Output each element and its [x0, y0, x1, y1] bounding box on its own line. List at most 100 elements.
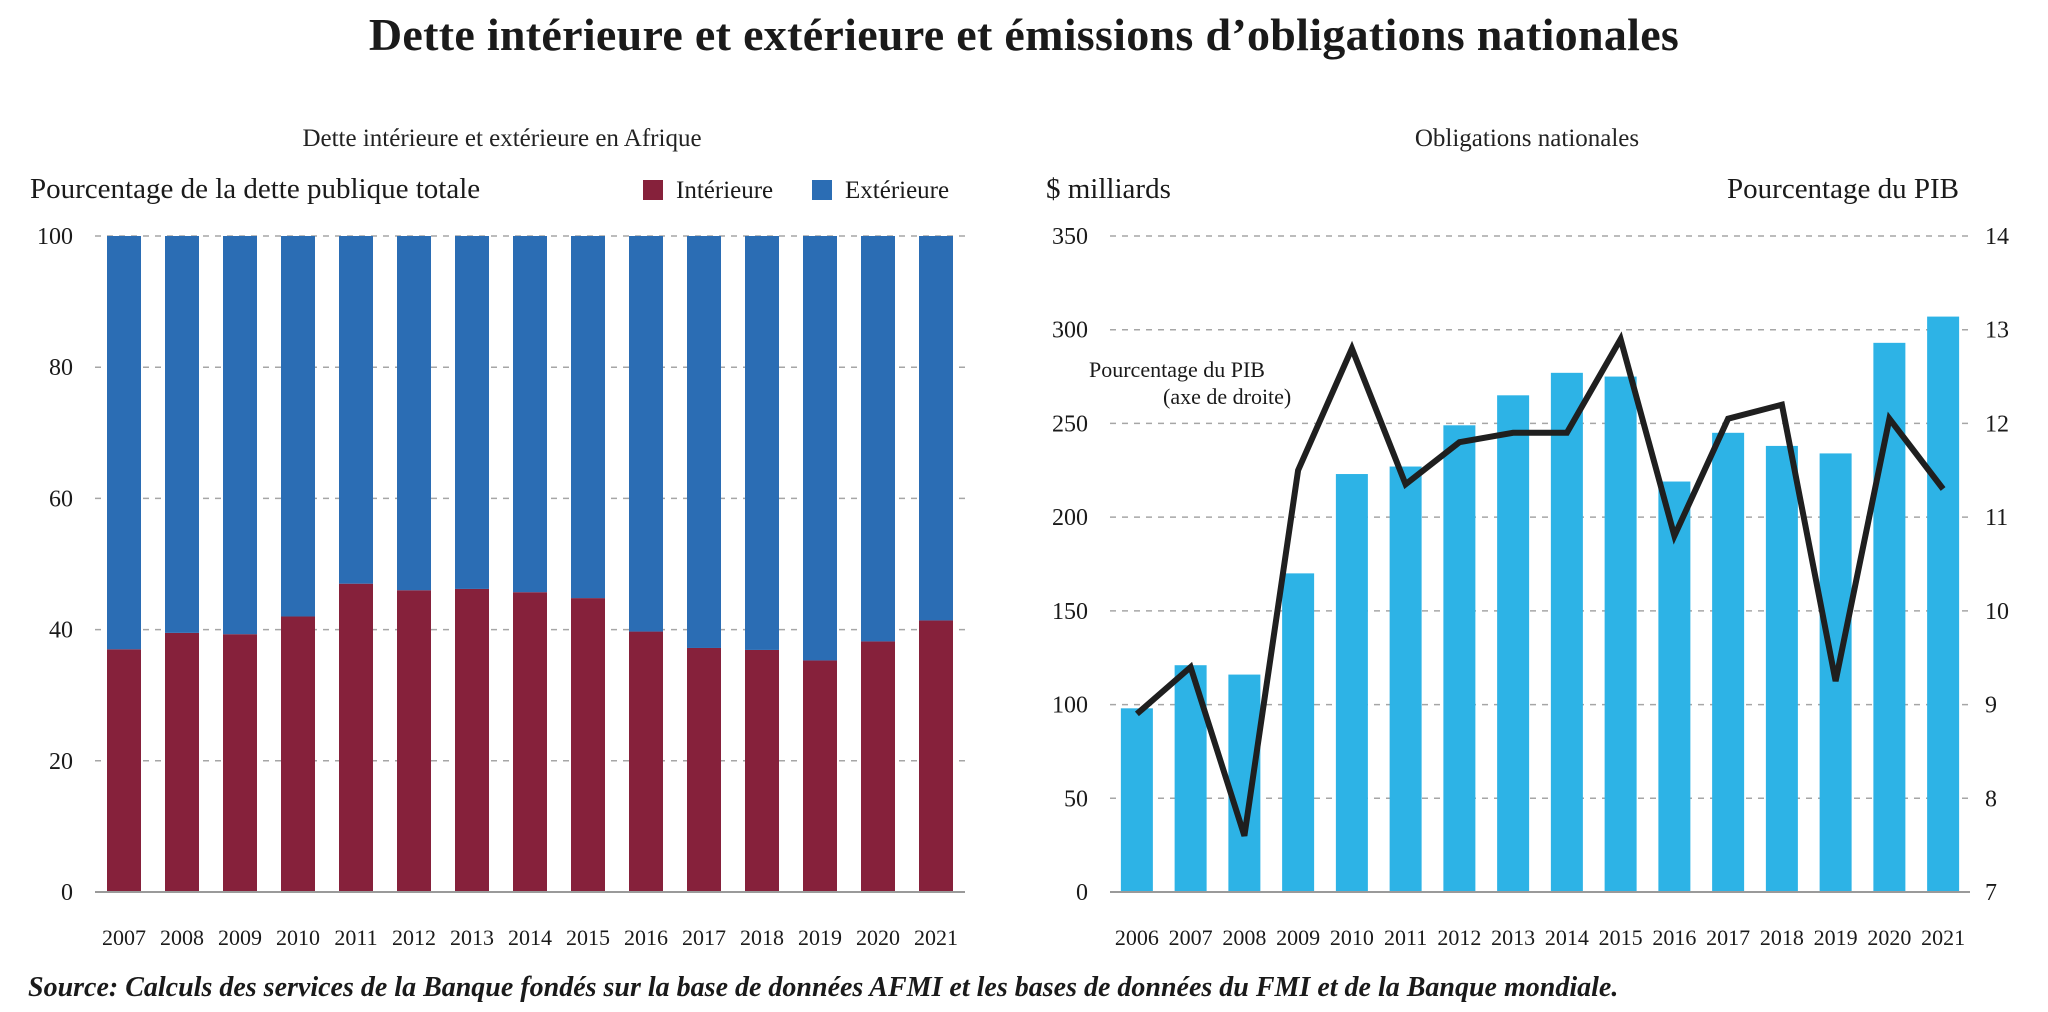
left-x-tick-label: 2014	[508, 925, 552, 950]
bar-bonds	[1765, 445, 1798, 892]
bar-external	[165, 236, 199, 633]
source-note: Source: Calculs des services de la Banqu…	[28, 972, 1619, 1003]
bar-external	[919, 236, 953, 621]
right-y2-axis-label: Pourcentage du PIB	[1727, 173, 1959, 205]
left-x-tick-label: 2012	[392, 925, 436, 950]
right-y-tick-label: 150	[1052, 599, 1088, 625]
bar-bonds	[1443, 425, 1476, 892]
right-y-tick-label: 0	[1076, 880, 1088, 906]
bar-external	[745, 236, 779, 650]
right-y-axis-label: $ milliards	[1046, 173, 1171, 205]
bar-external	[629, 236, 663, 632]
right-x-tick-label: 2021	[1921, 925, 1965, 950]
left-y-tick-label: 40	[49, 618, 73, 644]
bar-domestic	[629, 631, 663, 892]
right-x-tick-label: 2018	[1760, 925, 1804, 950]
left-y-tick-label: 100	[37, 224, 73, 250]
left-x-tick-label: 2016	[624, 925, 668, 950]
right-y-tick-label: 200	[1052, 505, 1088, 531]
legend-label-domestic: Intérieure	[676, 177, 773, 204]
line-annotation-line1: Pourcentage du PIB	[1089, 357, 1265, 382]
legend-label-external: Extérieure	[845, 177, 949, 204]
bar-external	[861, 236, 895, 642]
right-y-tick-label: 350	[1052, 224, 1088, 250]
bar-domestic	[455, 588, 489, 892]
bar-domestic	[861, 641, 895, 892]
left-x-tick-label: 2019	[798, 925, 842, 950]
right-x-tick-label: 2008	[1222, 925, 1266, 950]
right-x-tick-label: 2020	[1867, 925, 1911, 950]
left-x-tick-label: 2017	[682, 925, 726, 950]
bar-bonds	[1550, 372, 1583, 892]
legend-swatch-domestic	[643, 180, 663, 200]
left-y-tick-label: 0	[61, 880, 73, 906]
bar-bonds	[1335, 474, 1368, 892]
left-x-tick-label: 2008	[160, 925, 204, 950]
line-annotation-line2: (axe de droite)	[1163, 384, 1291, 409]
left-x-tick-label: 2007	[102, 925, 146, 950]
bar-external	[803, 236, 837, 661]
right-y2-tick-label: 9	[1985, 693, 1997, 719]
left-y-tick-label: 80	[49, 355, 73, 381]
right-y2-tick-label: 8	[1985, 786, 1997, 812]
bar-domestic	[745, 649, 779, 892]
right-x-tick-label: 2012	[1437, 925, 1481, 950]
right-x-tick-label: 2007	[1169, 925, 1213, 950]
left-chart-title: Dette intérieure et extérieure en Afriqu…	[302, 125, 701, 152]
right-y2-tick-label: 13	[1985, 318, 2009, 344]
bar-bonds	[1927, 316, 1960, 892]
left-x-tick-label: 2009	[218, 925, 262, 950]
line-gdp-percent	[1134, 331, 1946, 837]
left-x-tick-label: 2010	[276, 925, 320, 950]
bar-external	[339, 236, 373, 584]
bar-external	[455, 236, 489, 589]
right-x-tick-label: 2017	[1706, 925, 1750, 950]
bar-bonds	[1658, 481, 1691, 892]
bar-domestic	[687, 647, 721, 892]
bar-domestic	[223, 634, 257, 892]
right-y-tick-label: 100	[1052, 693, 1088, 719]
bar-bonds	[1228, 674, 1261, 892]
right-y2-tick-label: 11	[1985, 505, 2008, 531]
right-x-tick-label: 2009	[1276, 925, 1320, 950]
right-x-tick-label: 2014	[1545, 925, 1589, 950]
left-x-tick-label: 2021	[914, 925, 958, 950]
bar-bonds	[1712, 432, 1745, 892]
bar-domestic	[397, 590, 431, 892]
bar-bonds	[1120, 708, 1153, 892]
left-x-tick-label: 2013	[450, 925, 494, 950]
bar-external	[397, 236, 431, 591]
bar-external	[107, 236, 141, 650]
bar-bonds	[1497, 395, 1530, 892]
bar-domestic	[339, 583, 373, 892]
left-y-tick-label: 60	[49, 486, 73, 512]
left-x-tick-label: 2020	[856, 925, 900, 950]
right-y2-tick-label: 14	[1985, 224, 2009, 250]
right-x-tick-label: 2013	[1491, 925, 1535, 950]
main-title: Dette intérieure et extérieure et émissi…	[368, 9, 1680, 60]
right-y-tick-label: 250	[1052, 411, 1088, 437]
bar-domestic	[281, 616, 315, 892]
right-x-tick-label: 2011	[1384, 925, 1427, 950]
bar-external	[687, 236, 721, 648]
bar-bonds	[1389, 466, 1422, 892]
left-y-tick-label: 20	[49, 749, 73, 775]
bar-external	[281, 236, 315, 617]
bar-domestic	[919, 620, 953, 892]
bar-domestic	[803, 660, 837, 892]
bar-domestic	[513, 592, 547, 892]
right-x-tick-label: 2006	[1115, 925, 1159, 950]
bar-external	[513, 236, 547, 593]
right-y2-tick-label: 12	[1985, 411, 2009, 437]
left-x-tick-label: 2018	[740, 925, 784, 950]
bar-bonds	[1604, 376, 1637, 893]
right-y-tick-label: 50	[1064, 786, 1088, 812]
right-x-tick-label: 2016	[1652, 925, 1696, 950]
bar-external	[571, 236, 605, 599]
bar-domestic	[107, 649, 141, 892]
left-y-axis-label: Pourcentage de la dette publique totale	[30, 173, 480, 205]
right-chart-title: Obligations nationales	[1415, 125, 1639, 152]
bar-domestic	[571, 598, 605, 892]
right-x-tick-label: 2015	[1599, 925, 1643, 950]
legend-swatch-external	[812, 180, 832, 200]
